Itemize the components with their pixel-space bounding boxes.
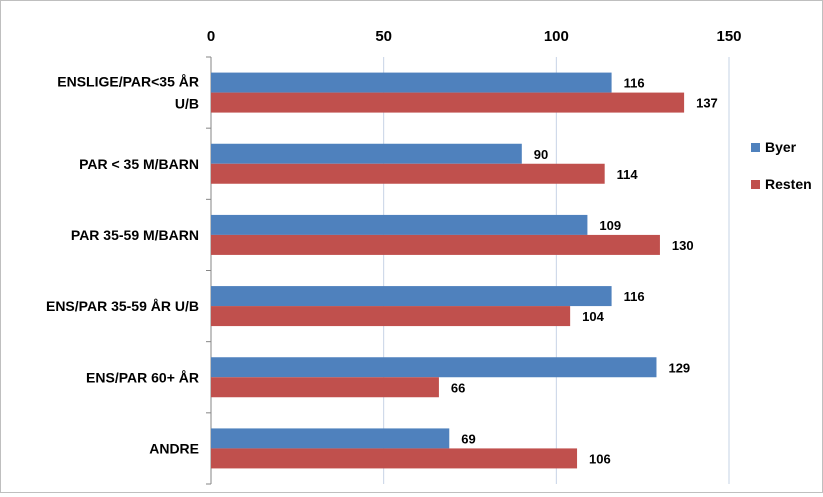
category-label: PAR 35-59 M/BARN bbox=[71, 227, 199, 243]
data-label: 129 bbox=[668, 360, 690, 375]
grid-lines bbox=[383, 57, 730, 484]
bar-byer bbox=[211, 428, 450, 449]
category-label: ENS/PAR 35-59 ÅR U/B bbox=[46, 298, 199, 314]
bar-byer bbox=[211, 214, 588, 235]
legend: Byer Resten bbox=[751, 139, 812, 192]
bar-resten bbox=[211, 234, 660, 255]
legend-swatch bbox=[751, 143, 760, 152]
legend-label: Byer bbox=[765, 139, 797, 155]
data-label: 116 bbox=[624, 76, 645, 91]
data-label: 106 bbox=[589, 451, 611, 466]
bar-byer bbox=[211, 286, 612, 307]
category-label: ANDRE bbox=[149, 440, 199, 456]
data-label: 66 bbox=[451, 380, 465, 395]
bar-resten bbox=[211, 377, 439, 398]
category-label: ENSLIGE/PAR<35 ÅR U/B bbox=[57, 74, 199, 112]
category-label: PAR < 35 M/BARN bbox=[79, 156, 199, 172]
bar-resten bbox=[211, 448, 578, 469]
data-label: 137 bbox=[696, 96, 718, 111]
data-label: 90 bbox=[534, 147, 548, 162]
data-label: 69 bbox=[461, 431, 475, 446]
bar-byer bbox=[211, 357, 657, 378]
data-labels: 116 90 109 116 129 69 137 114 130 104 66 106 bbox=[451, 76, 718, 467]
x-tick-label: 50 bbox=[375, 28, 392, 45]
bar-resten bbox=[211, 306, 571, 327]
bar-byer bbox=[211, 72, 612, 93]
axes: 0 50 100 150 ENSLIGE/PAR<35 ÅR U/B PAR < 35 M/… bbox=[46, 28, 742, 485]
bars bbox=[211, 72, 685, 469]
data-label: 114 bbox=[617, 167, 639, 182]
data-label: 104 bbox=[582, 309, 604, 324]
x-tick-label: 100 bbox=[544, 28, 569, 45]
bar-resten bbox=[211, 92, 685, 113]
legend-swatch bbox=[751, 180, 760, 189]
category-label: ENS/PAR 60+ ÅR bbox=[86, 369, 199, 385]
bar-resten bbox=[211, 163, 605, 184]
x-tick-label: 0 bbox=[207, 28, 215, 45]
legend-label: Resten bbox=[765, 176, 812, 192]
data-label: 109 bbox=[599, 218, 621, 233]
data-label: 116 bbox=[624, 289, 645, 304]
data-label: 130 bbox=[672, 238, 694, 253]
bar-byer bbox=[211, 143, 522, 164]
x-tick-label: 150 bbox=[716, 28, 741, 45]
